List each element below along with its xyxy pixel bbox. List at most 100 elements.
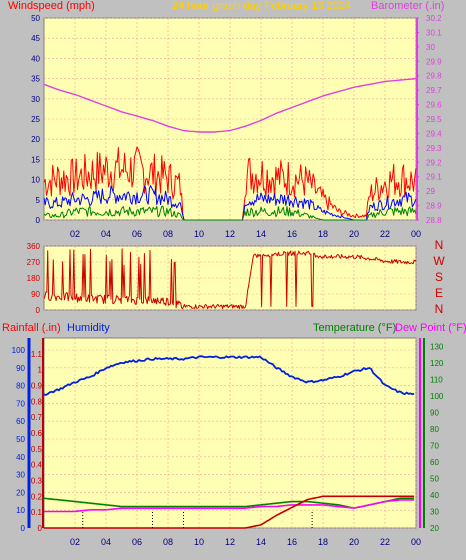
wind-y-tick: 40 [31,54,40,63]
rainfall-y-tick: 0 [38,524,43,533]
humidity-y-tick: 60 [16,417,25,426]
humidity-y-tick: 10 [16,506,25,515]
windspeed-axis-title: Windspeed (mph) [8,0,95,12]
rainfall-y-tick: 0.2 [31,492,43,501]
wind-y-tick: 35 [31,75,40,84]
climate-x-tick: 16 [287,537,297,547]
wind-direction-line [43,248,417,310]
humidity-y-tick: 100 [12,346,26,355]
wind-y-tick: 0 [36,216,41,225]
temperature-y-tick: 130 [430,342,444,351]
humidity-y-tick: 70 [16,399,25,408]
barometer-axis-title: Barometer (.in) [371,0,444,12]
baro-y-tick: 28.9 [426,202,442,211]
temperature-y-tick: 40 [430,491,439,500]
direction-y-tick: 180 [27,274,41,283]
climate-x-tick: 14 [256,537,266,547]
climate-x-tick: 12 [225,537,235,547]
rainfall-axis-title: Rainfall (.in) [2,322,61,334]
wind-x-tick: 04 [101,229,111,239]
wind-y-tick: 15 [31,155,40,164]
baro-y-tick: 29.8 [426,72,442,81]
rainfall-y-tick: 0.8 [31,397,43,406]
compass-label: S [435,270,443,284]
humidity-y-tick: 40 [16,453,25,462]
temperature-y-tick: 30 [430,507,439,516]
dew-point-axis-title: Dew Point (°F) [395,322,466,334]
wind-x-tick: 12 [225,229,235,239]
temperature-axis-title: Temperature (°F) [313,322,396,334]
wind-x-tick: 02 [70,229,80,239]
compass-label: N [435,238,444,252]
wind-x-tick: 08 [163,229,173,239]
baro-y-tick: 29.6 [426,101,442,110]
wind-lull-line [43,205,417,221]
climate-x-tick: 02 [70,537,80,547]
wind-x-tick: 06 [132,229,142,239]
wind-x-tick: 16 [287,229,297,239]
baro-y-tick: 29.5 [426,115,442,124]
humidity-axis-title: Humidity [67,322,110,334]
wind-x-tick: 14 [256,229,266,239]
humidity-y-tick: 0 [21,524,26,533]
rainfall-y-tick: 0.5 [31,445,43,454]
wind-x-tick: 10 [194,229,204,239]
rainfall-y-tick: 1.1 [31,350,43,359]
humidity-y-tick: 80 [16,382,25,391]
barometer-line [43,77,417,133]
climate-x-tick: 18 [318,537,328,547]
climate-x-tick: 20 [349,537,359,547]
wind-y-tick: 25 [31,115,40,124]
wind-y-tick: 5 [36,196,41,205]
baro-y-tick: 29.2 [426,158,442,167]
climate-x-tick: 08 [163,537,173,547]
baro-y-tick: 28.8 [426,216,442,225]
graph-date-title: 24 hour graph day February 13 2024 [172,0,351,12]
direction-y-tick: 360 [27,242,41,251]
humidity-y-tick: 20 [16,488,25,497]
rainfall-y-tick: 0.4 [31,461,43,470]
wind-y-tick: 20 [31,135,40,144]
wind-x-tick: 20 [349,229,359,239]
baro-y-tick: 30.2 [426,14,442,23]
climate-x-tick: 00 [411,537,421,547]
wind-y-tick: 45 [31,34,40,43]
direction-y-tick: 270 [27,258,41,267]
temperature-y-tick: 20 [430,524,439,533]
direction-y-tick: 90 [31,290,40,299]
baro-y-tick: 30.1 [426,28,442,37]
baro-y-tick: 29.1 [426,173,442,182]
rainfall-y-tick: 0.9 [31,382,43,391]
baro-y-tick: 30 [426,43,435,52]
direction-y-tick: 0 [36,306,41,315]
rainfall-y-tick: 0.7 [31,413,43,422]
temperature-y-tick: 90 [430,408,439,417]
climate-x-tick: 04 [101,537,111,547]
compass-label: W [433,254,445,268]
wind-y-tick: 30 [31,95,40,104]
temperature-y-tick: 110 [430,375,443,384]
humidity-y-tick: 30 [16,471,25,480]
climate-x-tick: 06 [132,537,142,547]
rainfall-y-tick: 1 [38,366,43,375]
temperature-y-tick: 60 [430,458,439,467]
compass-label: E [435,286,443,300]
rainfall-line [44,495,415,529]
baro-y-tick: 29.9 [426,57,442,66]
rainfall-y-tick: 0.3 [31,477,43,486]
wind-x-tick: 00 [411,229,421,239]
compass-label: N [435,302,444,316]
climate-x-tick: 10 [194,537,204,547]
wind-y-tick: 50 [31,14,40,23]
temperature-y-tick: 70 [430,441,439,450]
humidity-line [43,355,415,396]
climate-x-tick: 22 [380,537,390,547]
rainfall-y-tick: 0.1 [31,508,43,517]
dew-point-line [44,499,415,513]
wind-y-tick: 10 [31,176,40,185]
temperature-y-tick: 80 [430,425,439,434]
temperature-y-tick: 100 [430,392,444,401]
panels: 0510152025303540455028.828.92929.129.229… [12,14,446,547]
